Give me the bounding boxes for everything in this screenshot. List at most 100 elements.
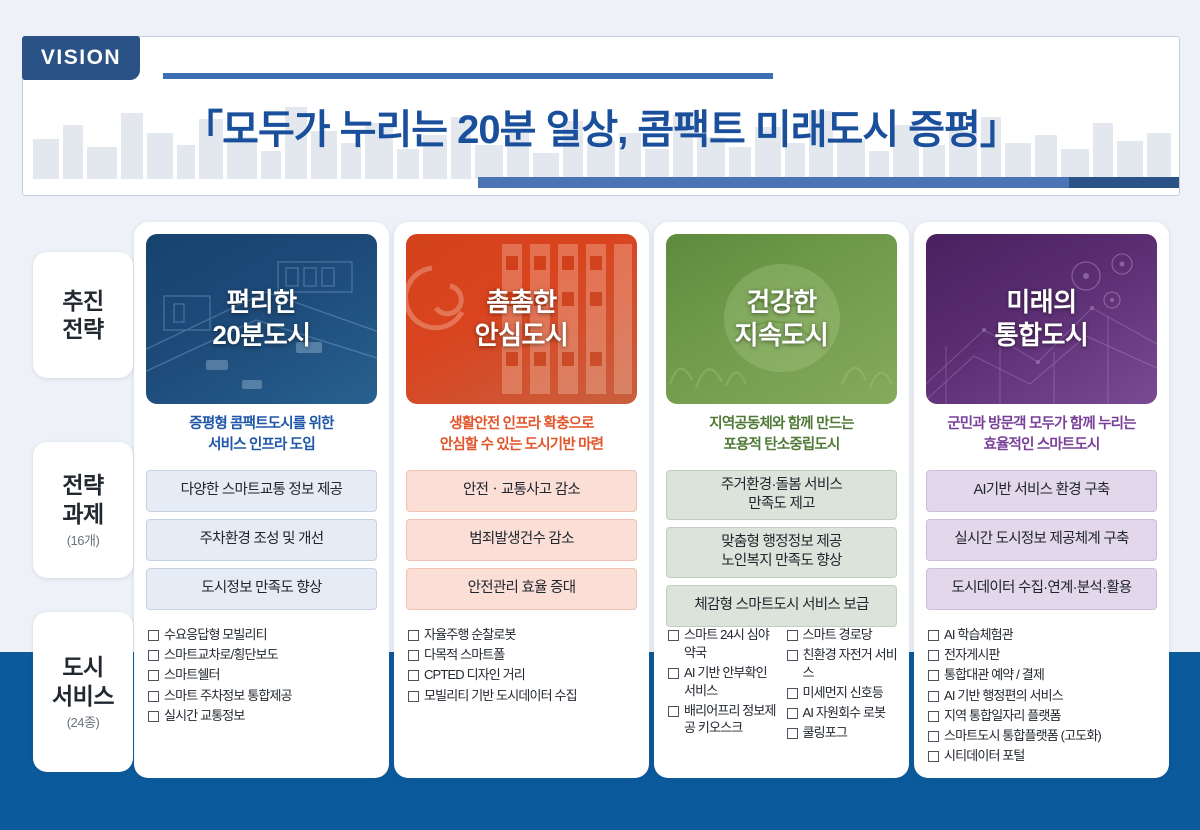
service-item-label: AI 자원회수 로봇 (802, 705, 887, 721)
service-item: 스마트교차로/횡단보도 (148, 646, 377, 664)
service-item: 쿨링포그 (786, 724, 898, 742)
service-item: 스마트 24시 심야약국 (668, 626, 779, 661)
strategy-task: 범죄발생건수 감소 (406, 519, 637, 561)
header-tile-photo-art (926, 234, 1157, 404)
service-item: 모빌리티 기반 도시데이터 수집 (408, 687, 637, 705)
row-label-services-count: (24종) (66, 714, 100, 730)
service-item: AI 자원회수 로봇 (786, 704, 898, 722)
checkbox-icon (928, 690, 939, 702)
checkbox-icon (148, 630, 159, 641)
strategy-task: 실시간 도시정보 제공체계 구축 (926, 519, 1157, 561)
service-item-label: 친환경 자전거 서비스 (802, 647, 898, 680)
service-item-label: 미세먼지 신호등 (802, 685, 884, 701)
strategy-header-tile: 촘촘한 안심도시 (406, 234, 637, 404)
service-item-label: 스마트교차로/횡단보도 (164, 647, 279, 663)
strategy-subtitle: 군민과 방문객 모두가 함께 누리는 효율적인 스마트도시 (947, 416, 1136, 453)
checkbox-icon (928, 650, 939, 662)
strategy-task: 체감형 스마트도시 서비스 보급 (666, 584, 897, 627)
strategy-header-tile: 건강한 지속도시 (666, 234, 897, 404)
strategy-column: 편리한 20분도시 증평형 콤팩트도시를 위한 서비스 인프라 도입 다양한 스마트교통… (134, 222, 389, 778)
header-tile-photo-art (146, 234, 377, 404)
header-tile-background (926, 234, 1157, 404)
header-tile-photo-art (406, 234, 637, 404)
header-tile-background (666, 234, 897, 404)
checkbox-icon (928, 670, 939, 682)
strategy-task-label: 체감형 스마트도시 서비스 보급 (694, 596, 869, 613)
service-item: AI 학습체험관 (928, 626, 1157, 644)
checkbox-icon (408, 650, 419, 662)
service-item-label: 스마트쉘터 (164, 667, 220, 683)
service-item-label: 다목적 스마트폴 (424, 647, 505, 663)
service-item-label: 실시간 교통정보 (164, 707, 245, 723)
checkbox-icon (786, 708, 798, 720)
checkbox-icon (668, 705, 679, 717)
strategy-task: 도시데이터 수집·연계·분석·활용 (926, 568, 1157, 610)
service-item-label: 스마트 경로당 (802, 627, 873, 642)
checkbox-icon (786, 728, 798, 740)
checkbox-icon (148, 710, 159, 722)
service-item-label: 쿨링포그 (802, 725, 848, 741)
service-item: 지역 통합일자리 플랫폼 (928, 707, 1157, 725)
service-item: 실시간 교통정보 (148, 707, 377, 725)
service-item-label: AI 기반 안부확인 서비스 (684, 664, 768, 698)
strategy-task: 맞춤형 행정정보 제공 노인복지 만족도 향상 (666, 527, 897, 578)
strategy-task-label: 안전ㆍ교통사고 감소 (462, 482, 581, 499)
checkbox-icon (928, 630, 939, 641)
strategy-title: 편리한 20분도시 (212, 286, 311, 350)
service-item: AI 기반 안부확인 서비스 (668, 664, 779, 699)
checkbox-icon (148, 650, 159, 662)
service-item: 스마트 경로당 (786, 626, 898, 644)
service-item: 스마트 주차정보 통합제공 (148, 687, 377, 705)
row-label-tasks-count: (16개) (66, 532, 100, 548)
strategy-task-label: 안전관리 효율 증대 (467, 580, 576, 597)
service-item: 자율주행 순찰로봇 (408, 626, 637, 644)
service-item-label: AI 학습체험관 (944, 627, 1014, 642)
checkbox-icon (668, 630, 679, 641)
vision-badge: VISION (22, 36, 140, 80)
strategy-task-label: 주거환경·돌봄 서비스 만족도 제고 (720, 477, 843, 513)
header-tile-background (146, 234, 377, 404)
skyline-graphic (33, 107, 1171, 179)
service-item: 시티데이터 포털 (928, 747, 1157, 765)
service-item-label: 수요응답형 모빌리티 (164, 627, 268, 642)
checkbox-icon (928, 751, 939, 763)
service-item: 수요응답형 모빌리티 (148, 626, 377, 644)
strategy-task-list: AI기반 서비스 환경 구축 실시간 도시정보 제공체계 구축 도시데이터 수집·연… (926, 470, 1157, 617)
strategy-task: 주차환경 조성 및 개선 (146, 519, 377, 561)
strategy-title: 미래의 통합도시 (994, 286, 1089, 350)
vision-badge-label: VISION (40, 46, 122, 69)
service-item-label: 스마트 주차정보 통합제공 (164, 687, 293, 703)
strategy-task: 다양한 스마트교통 정보 제공 (146, 470, 377, 512)
checkbox-icon (786, 630, 798, 641)
service-item: CPTED 디자인 거리 (408, 666, 637, 684)
header-bottom-rule-dark (1069, 177, 1179, 188)
service-item-label: AI 기반 행정편의 서비스 (944, 687, 1064, 703)
checkbox-icon (668, 667, 679, 679)
service-item: 배리어프리 정보제공 키오스크 (668, 702, 779, 737)
checkbox-icon (786, 650, 798, 662)
vision-header: 「모두가 누리는 20분 일상, 콤팩트 미래도시 증평」 (22, 36, 1180, 196)
strategy-task-label: 도시정보 만족도 향상 (201, 580, 322, 597)
strategy-task-label: 맞춤형 행정정보 제공 노인복지 만족도 향상 (721, 534, 842, 570)
service-item-label: 전자게시판 (944, 647, 1000, 663)
service-item: 통합대관 예약 / 결제 (928, 666, 1157, 684)
strategy-header-tile: 미래의 통합도시 (926, 234, 1157, 404)
row-label-services: 도시 서비스 (24종) (33, 612, 133, 772)
page-title: 「모두가 누리는 20분 일상, 콤팩트 미래도시 증평」 (183, 108, 1020, 152)
strategy-task: 안전ㆍ교통사고 감소 (406, 470, 637, 512)
strategy-title: 건강한 지속도시 (734, 286, 829, 350)
row-label-strategy: 추진 전략 (33, 252, 133, 378)
service-item-label: 지역 통합일자리 플랫폼 (944, 707, 1061, 723)
checkbox-icon (408, 690, 419, 702)
service-item-label: 스마트 24시 심야약국 (684, 627, 770, 660)
header-tile-background (406, 234, 637, 404)
row-label-strategy-main: 추진 전략 (62, 287, 104, 342)
checkbox-icon (408, 670, 419, 682)
service-item: 전자게시판 (928, 646, 1157, 664)
